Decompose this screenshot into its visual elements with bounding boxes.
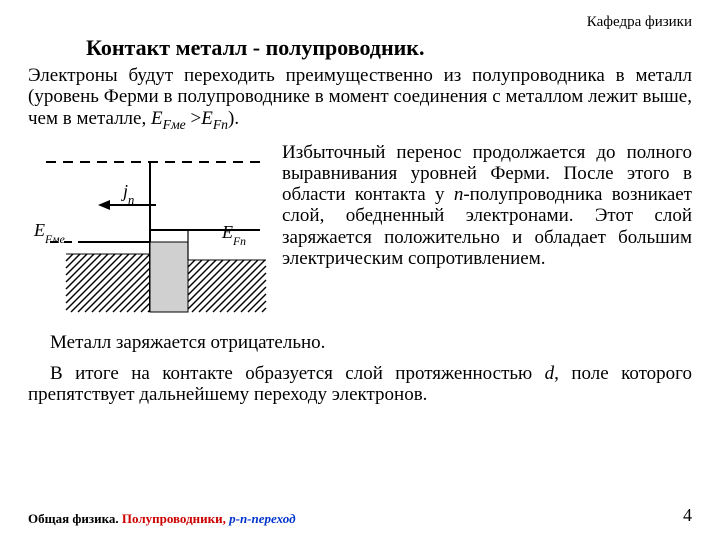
- intro-paragraph: Электроны будут переходить преимуществен…: [28, 65, 692, 132]
- right-paragraph: Избыточный перенос продолжается до полно…: [282, 142, 692, 322]
- middle-row: jn EFме EFn Избыточный перенос продолжаетс…: [28, 142, 692, 322]
- footer-plain: Общая физика.: [28, 511, 122, 526]
- footer-text: Общая физика. Полупроводники, p-n-перехо…: [28, 511, 296, 526]
- footer-red: Полупроводники,: [122, 511, 229, 526]
- slide-title: Контакт металл - полупроводник.: [86, 35, 692, 61]
- footer-blue: p-n-переход: [229, 511, 295, 526]
- para-summary: В итоге на контакте образуется слой прот…: [28, 363, 692, 406]
- svg-text:jn: jn: [121, 181, 134, 207]
- svg-text:EFме: EFме: [33, 220, 65, 246]
- para-negative-charge: Металл заряжается отрицательно.: [28, 332, 692, 353]
- energy-diagram-figure: jn EFме EFn: [28, 142, 268, 322]
- department-label: Кафедра физики: [28, 14, 692, 31]
- page-number: 4: [683, 505, 692, 526]
- svg-text:EFn: EFn: [221, 222, 246, 248]
- footer: Общая физика. Полупроводники, p-n-перехо…: [28, 510, 692, 528]
